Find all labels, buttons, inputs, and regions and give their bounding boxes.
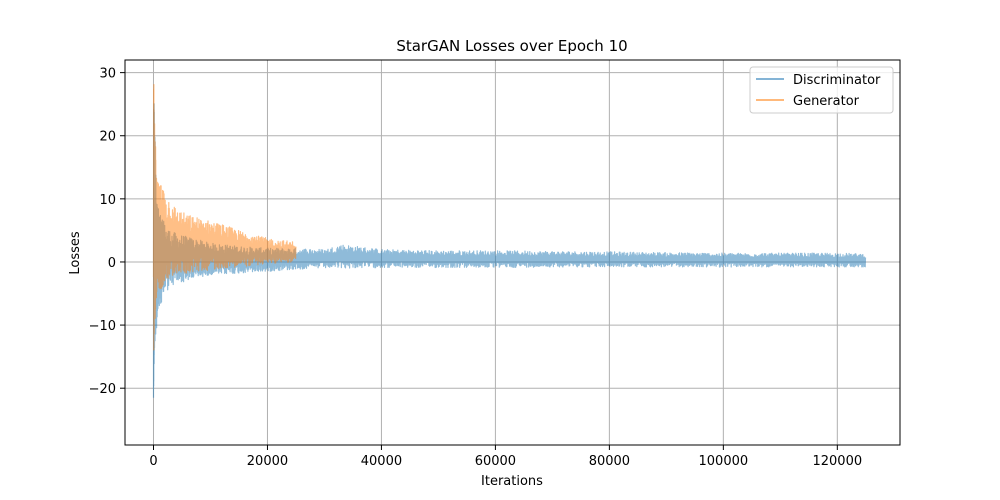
x-tick-label: 120000 — [812, 454, 862, 469]
legend-label-generator: Generator — [793, 94, 860, 109]
y-axis-ticks: −20 −10 0 10 20 30 — [89, 67, 125, 397]
y-tick-label: 30 — [99, 67, 116, 82]
legend-label-discriminator: Discriminator — [793, 73, 881, 88]
series-line-generator — [152, 84, 297, 351]
plot-frame — [124, 59, 901, 446]
y-tick-label: −20 — [89, 382, 116, 397]
chart-title: StarGAN Losses over Epoch 10 — [396, 37, 627, 55]
y-tick-label: −10 — [89, 319, 116, 334]
x-tick-label: 100000 — [699, 454, 749, 469]
legend-box — [749, 66, 894, 114]
x-axis-label: Iterations — [481, 474, 543, 489]
x-tick-label: 80000 — [589, 454, 630, 469]
x-axis-ticks: 0 20000 40000 60000 80000 100000 120000 — [149, 445, 862, 469]
legend: Discriminator Generator — [749, 66, 894, 114]
x-tick-label: 60000 — [475, 454, 516, 469]
y-axis-label: Losses — [68, 231, 83, 275]
y-tick-label: 10 — [99, 193, 116, 208]
x-tick-label: 20000 — [247, 454, 288, 469]
series-layer — [152, 84, 867, 398]
x-tick-label: 40000 — [361, 454, 402, 469]
y-tick-label: 20 — [99, 130, 116, 145]
x-tick-label: 0 — [149, 454, 157, 469]
y-tick-label: 0 — [108, 256, 116, 271]
